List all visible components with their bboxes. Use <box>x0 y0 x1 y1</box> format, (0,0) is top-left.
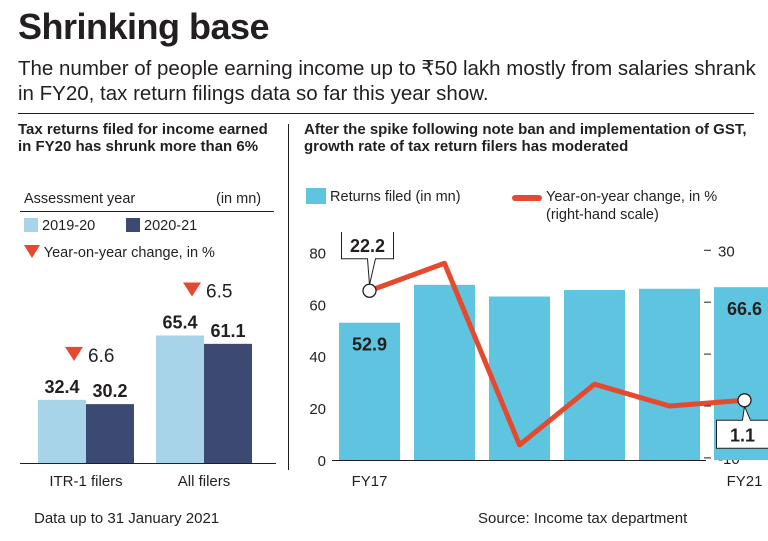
yoy-change-label: 6.5 <box>206 281 232 302</box>
bar-2020-21-itr-1-filers <box>86 404 134 463</box>
right-axis-tick: 30 <box>718 243 735 260</box>
legend-label-yoy: Year-on-year change, in % <box>43 245 215 261</box>
bar-2019-20-all-filers <box>156 335 204 463</box>
header-divider <box>18 113 754 114</box>
legend-label-2019-20: 2019-20 <box>42 218 96 234</box>
bar-value-label: 32.4 <box>44 377 79 397</box>
returns-bar-5 <box>639 288 700 460</box>
legend-item-yoy: Year-on-year change, in % <box>24 245 215 261</box>
line-value-label: 22.2 <box>350 236 385 256</box>
right-combo-chart: 020406080-10010203052.9FY1766.6FY2122.21… <box>309 232 768 490</box>
legend-label-line: Year-on-year change, in % (right-hand sc… <box>546 189 718 223</box>
left-axis-tick: 40 <box>309 349 326 366</box>
down-triangle-icon <box>24 245 40 258</box>
category-label: ITR-1 filers <box>49 473 122 490</box>
line-point-marker <box>362 283 377 298</box>
line-point-marker <box>737 393 752 408</box>
panel-separator <box>288 124 289 470</box>
returns-bar-1 <box>339 322 400 460</box>
left-axis-tick: 60 <box>309 297 326 314</box>
line-value-label: 1.1 <box>730 425 755 445</box>
assessment-year-label: Assessment year <box>24 191 136 207</box>
category-label: FY21 <box>727 473 763 490</box>
left-chart-title: Tax returns filed for income earned in F… <box>18 121 268 155</box>
bar-value-label: 52.9 <box>352 335 387 355</box>
returns-bar-4 <box>564 290 625 460</box>
bar-value-label: 65.4 <box>162 312 197 332</box>
bar-2020-21-all-filers <box>204 343 252 463</box>
bar-2019-20-itr-1-filers <box>38 399 86 463</box>
callout-box <box>716 404 768 449</box>
left-bar-chart: 32.4 30.2 6.6 ITR-1 filers 65.4 61.1 6.5 All fi… <box>20 281 276 490</box>
line-swatch-icon <box>512 195 542 201</box>
category-label: FY17 <box>352 473 388 490</box>
source: Source: Income tax department <box>478 510 688 527</box>
legend-divider <box>20 211 274 212</box>
legend-item-2019-20: 2019-20 <box>24 218 95 234</box>
legend-label-2020-21: 2020-21 <box>144 218 198 234</box>
page-subtitle: The number of people earning income up t… <box>18 57 756 105</box>
callout-box <box>341 232 394 285</box>
left-axis-tick: 80 <box>309 245 326 262</box>
left-axis-tick: 20 <box>309 401 326 418</box>
bar-value-label: 61.1 <box>210 321 245 341</box>
legend-label-returns: Returns filed (in mn) <box>330 189 461 205</box>
swatch-2019-20 <box>24 218 38 232</box>
legend-item-2020-21: 2020-21 <box>126 218 197 234</box>
footnote: Data up to 31 January 2021 <box>34 510 220 527</box>
swatch-2020-21 <box>126 218 140 232</box>
down-triangle-icon <box>65 346 83 361</box>
returns-bar-3 <box>489 296 550 460</box>
yoy-change-label: 6.6 <box>88 346 114 367</box>
right-chart-title: After the spike following note ban and i… <box>304 121 747 155</box>
legend-item-returns: Returns filed (in mn) <box>306 188 461 205</box>
bar-value-label: 30.2 <box>92 381 127 401</box>
down-triangle-icon <box>183 282 201 297</box>
yoy-change-line <box>367 260 747 448</box>
unit-label: (in mn) <box>216 191 262 207</box>
page-title: Shrinking base <box>18 6 270 47</box>
swatch-returns <box>306 188 326 204</box>
bar-value-label: 66.6 <box>727 299 762 319</box>
category-label: All filers <box>178 473 231 490</box>
left-axis-tick: 0 <box>318 453 326 470</box>
